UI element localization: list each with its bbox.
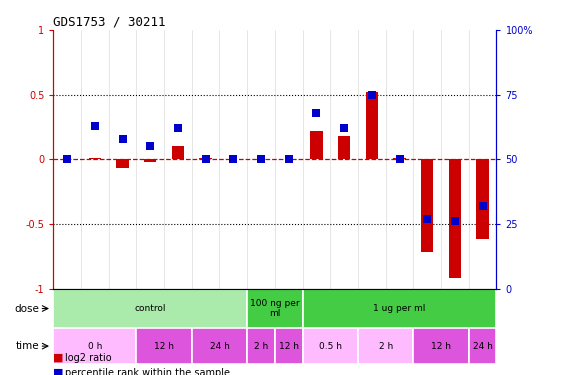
- Point: [312, 110, 321, 116]
- Bar: [302, 328, 358, 364]
- Bar: [302, 288, 496, 328]
- Text: 24 h: 24 h: [210, 342, 229, 351]
- Text: 24 h: 24 h: [473, 342, 493, 351]
- Point: [173, 125, 182, 131]
- Bar: [421, 159, 434, 252]
- Text: 2 h: 2 h: [254, 342, 268, 351]
- Text: control: control: [135, 304, 166, 313]
- Bar: [247, 328, 275, 364]
- Bar: [469, 328, 496, 364]
- Text: 0.5 h: 0.5 h: [319, 342, 342, 351]
- Text: dose: dose: [15, 303, 39, 313]
- Text: log2 ratio: log2 ratio: [65, 353, 111, 363]
- Bar: [53, 288, 247, 328]
- Text: 12 h: 12 h: [279, 342, 299, 351]
- Bar: [358, 328, 413, 364]
- Text: 1 ug per ml: 1 ug per ml: [374, 304, 426, 313]
- Point: [90, 123, 99, 129]
- Bar: [89, 158, 101, 159]
- Text: ■: ■: [53, 353, 64, 363]
- Text: 100 ng per
ml: 100 ng per ml: [250, 299, 300, 318]
- Bar: [449, 159, 461, 278]
- Point: [118, 136, 127, 142]
- Point: [146, 143, 155, 149]
- Point: [229, 156, 238, 162]
- Bar: [310, 131, 323, 159]
- Bar: [199, 158, 212, 159]
- Point: [201, 156, 210, 162]
- Point: [339, 125, 348, 131]
- Bar: [144, 159, 157, 162]
- Point: [395, 156, 404, 162]
- Point: [423, 216, 432, 222]
- Text: 12 h: 12 h: [154, 342, 174, 351]
- Bar: [413, 328, 469, 364]
- Point: [478, 203, 487, 209]
- Text: 0 h: 0 h: [88, 342, 102, 351]
- Point: [284, 156, 293, 162]
- Bar: [393, 158, 406, 159]
- Point: [256, 156, 265, 162]
- Bar: [172, 146, 184, 159]
- Bar: [247, 288, 302, 328]
- Point: [450, 218, 459, 224]
- Bar: [476, 159, 489, 239]
- Text: ■: ■: [53, 368, 64, 375]
- Bar: [275, 328, 302, 364]
- Point: [367, 92, 376, 98]
- Bar: [53, 328, 136, 364]
- Bar: [366, 92, 378, 159]
- Text: percentile rank within the sample: percentile rank within the sample: [65, 368, 229, 375]
- Text: GDS1753 / 30211: GDS1753 / 30211: [53, 16, 166, 29]
- Text: time: time: [16, 341, 39, 351]
- Bar: [338, 136, 351, 159]
- Point: [63, 156, 72, 162]
- Bar: [116, 159, 129, 168]
- Bar: [192, 328, 247, 364]
- Text: 2 h: 2 h: [379, 342, 393, 351]
- Text: 12 h: 12 h: [431, 342, 451, 351]
- Bar: [136, 328, 192, 364]
